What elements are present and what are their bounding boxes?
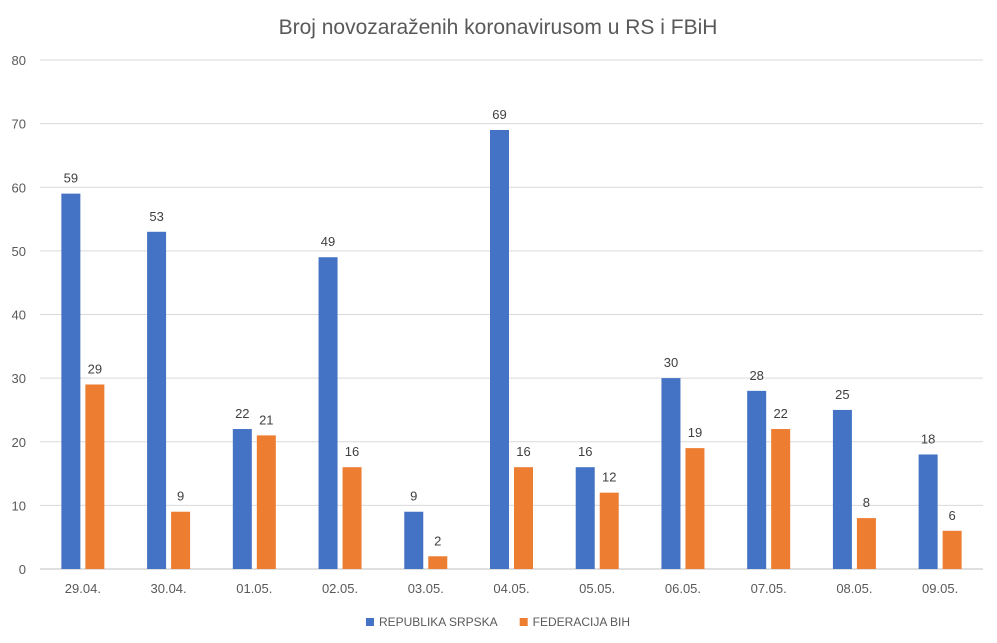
bar-republika-srpska [232,429,252,569]
y-tick-label: 60 [12,180,26,195]
y-tick-label: 20 [12,435,26,450]
data-label: 16 [345,444,359,459]
bar-federacija-bih [685,448,705,569]
bar-federacija-bih [342,467,362,569]
bar-federacija-bih [771,429,791,569]
bar-republika-srpska [832,409,852,569]
bar-republika-srpska [747,390,767,569]
x-tick-label: 06.05. [665,581,701,596]
y-tick-label: 30 [12,371,26,386]
x-tick-label: 03.05. [408,581,444,596]
data-label: 12 [602,470,616,485]
data-label: 19 [688,425,702,440]
legend-swatch [519,618,528,626]
x-tick-label: 05.05. [579,581,615,596]
bar-republika-srpska [490,129,509,570]
bar-federacija-bih [428,556,448,569]
bar-federacija-bih [85,384,105,569]
data-label: 9 [177,489,184,504]
x-tick-label: 02.05. [322,581,358,596]
x-tick-label: 08.05. [836,581,872,596]
x-tick-label: 01.05. [236,581,272,596]
data-label: 9 [410,489,417,504]
data-label: 2 [434,533,441,548]
data-label: 69 [492,107,506,122]
legend-label: REPUBLIKA SRPSKA [379,615,498,629]
bars [61,129,962,570]
bar-federacija-bih [171,511,191,569]
bar-federacija-bih [856,518,876,569]
data-label: 8 [863,495,870,510]
grid [40,59,983,570]
bar-republika-srpska [575,467,595,569]
chart-title: Broj novozaraženih koronavirusom u RS i … [279,16,718,39]
bar-federacija-bih [599,492,619,569]
bar-federacija-bih [256,435,276,569]
data-label: 16 [578,444,592,459]
data-label: 21 [259,412,273,427]
y-tick-label: 50 [12,244,26,259]
bar-republika-srpska [661,378,681,569]
bar-federacija-bih [942,530,962,569]
data-label: 18 [921,431,935,446]
y-tick-label: 80 [12,53,26,68]
data-label: 49 [321,234,335,249]
y-tick-label: 10 [12,498,26,513]
bar-republika-srpska [318,257,338,569]
x-tick-label: 07.05. [751,581,787,596]
axis-ticks: 0 10 20 30 40 50 60 70 80 29.04. 30.04. 01.05. 02.05… [12,53,959,596]
data-labels: 59 29 53 9 22 21 49 16 9 2 69 16 16 12 30 19 28 22 25 8 18 6 [64,107,956,548]
x-tick-label: 29.04. [65,581,101,596]
bar-republika-srpska [918,454,938,569]
x-tick-label: 09.05. [922,581,958,596]
bar-republika-srpska [147,231,167,569]
data-label: 28 [749,368,763,383]
x-tick-label: 30.04. [151,581,187,596]
data-label: 16 [516,444,530,459]
data-label: 22 [773,406,787,421]
legend-label: FEDERACIJA BIH [533,615,630,629]
y-tick-label: 70 [12,117,26,132]
data-label: 53 [149,209,163,224]
legend-swatch [365,618,374,626]
data-label: 59 [64,171,78,186]
y-tick-label: 0 [19,562,26,577]
bar-republika-srpska [61,193,81,570]
data-label: 25 [835,387,849,402]
data-label: 29 [88,361,102,376]
bar-republika-srpska [404,511,424,569]
data-label: 30 [664,355,678,370]
data-label: 6 [949,508,956,523]
data-label: 22 [235,406,249,421]
legend: REPUBLIKA SRPSKA FEDERACIJA BIH [365,615,630,629]
y-tick-label: 40 [12,308,26,323]
bar-federacija-bih [514,467,533,569]
x-tick-label: 04.05. [493,581,529,596]
